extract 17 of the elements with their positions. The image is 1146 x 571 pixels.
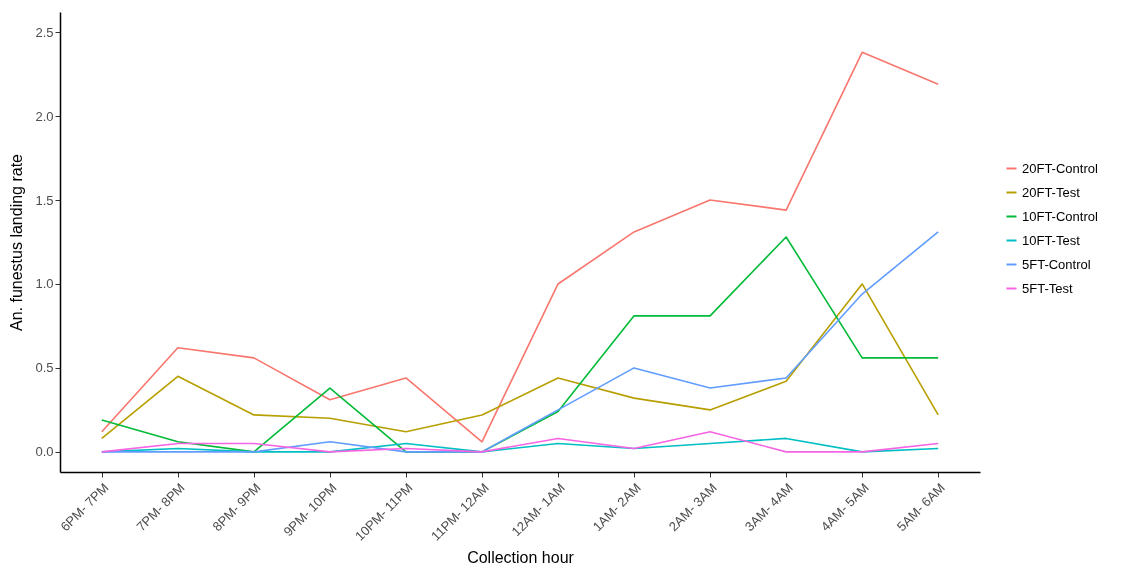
- y-tick-label: 2.5: [35, 24, 54, 40]
- line-series: [101, 283, 939, 440]
- y-tick-label: 1.5: [35, 192, 54, 208]
- legend-label: 5FT-Test: [1022, 280, 1073, 296]
- y-tick-label: 2.0: [35, 108, 54, 124]
- legend-label: 10FT-Test: [1022, 232, 1081, 248]
- line-series: [101, 430, 939, 453]
- y-tick-label: 1.0: [35, 276, 54, 292]
- legend-label: 10FT-Control: [1022, 208, 1098, 224]
- legend-label: 20FT-Control: [1022, 160, 1098, 176]
- x-axis-title: Collection hour: [467, 548, 575, 566]
- y-tick-label: 0.5: [35, 360, 54, 376]
- legend-label: 20FT-Test: [1022, 184, 1081, 200]
- y-tick-label: 0.0: [35, 444, 54, 460]
- line-series: [101, 51, 939, 443]
- legend-label: 5FT-Control: [1022, 256, 1091, 272]
- y-axis-title: An. funestus landing rate: [8, 153, 26, 332]
